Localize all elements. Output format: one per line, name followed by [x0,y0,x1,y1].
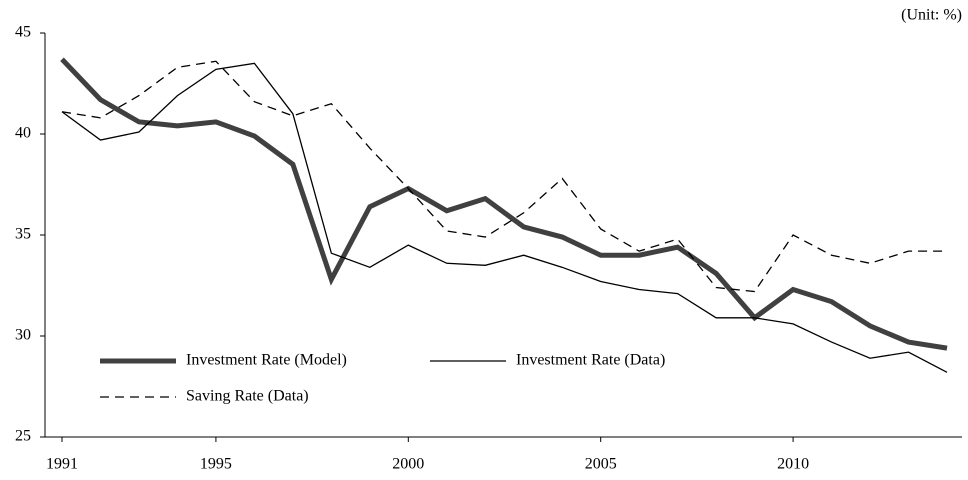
y-tick-label: 45 [15,24,31,41]
y-tick-label: 25 [15,428,31,445]
x-tick-label: 1995 [200,456,232,473]
series-line [61,62,948,373]
legend-label: Investment Rate (Data) [516,352,665,369]
x-tick-label: 2000 [392,456,424,473]
y-tick-label: 30 [15,327,31,344]
y-tick-label: 40 [15,125,31,142]
legend-label: Investment Rate (Model) [186,352,347,369]
series-line [60,57,948,351]
unit-annotation: (Unit: %) [901,7,962,24]
legend-label: Saving Rate (Data) [186,388,309,405]
x-tick-label: 2005 [585,456,617,473]
x-tick-label: 2010 [777,456,809,473]
x-tick-label: 1991 [46,456,78,473]
y-tick-label: 35 [15,226,31,243]
series-line [61,60,947,293]
